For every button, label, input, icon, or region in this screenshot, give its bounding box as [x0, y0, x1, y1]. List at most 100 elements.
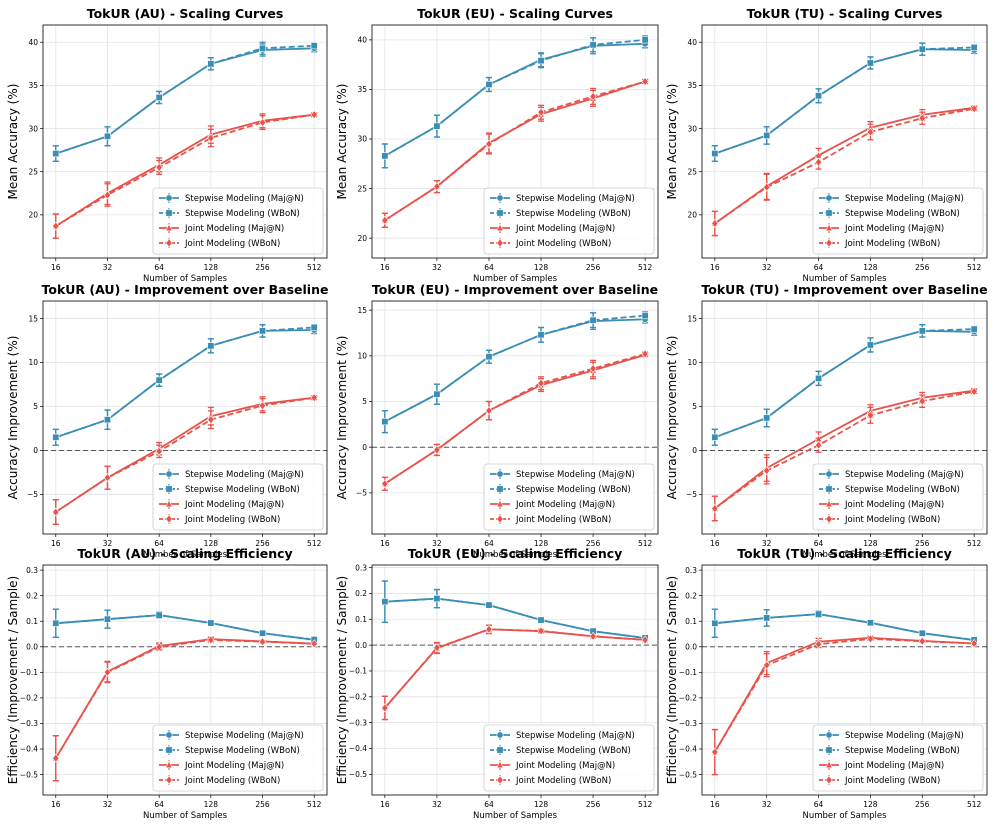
legend-marker [496, 499, 504, 508]
y-tick-label: 10 [687, 358, 697, 367]
series-line [55, 113, 315, 227]
x-tick-label: 16 [710, 263, 720, 272]
legend-frame [812, 463, 984, 531]
y-tick-label: −0.5 [20, 770, 38, 779]
y-tick-label: −0.3 [349, 718, 367, 727]
data-point [433, 445, 441, 455]
series-line [55, 326, 315, 439]
data-point [207, 133, 215, 143]
legend-label: Stepwise Modeling (WBoN) [845, 485, 960, 495]
legend-label: Joint Modeling (Maj@N) [515, 500, 615, 510]
data-point [866, 341, 874, 349]
series-line [714, 390, 975, 510]
y-tick-label: 0 [33, 446, 38, 455]
series-3 [381, 624, 649, 721]
legend-marker [825, 238, 833, 248]
y-tick-label: 15 [687, 314, 697, 323]
legend-marker [496, 775, 504, 785]
legend-marker [165, 760, 173, 769]
y-tick-label: 0 [362, 443, 367, 452]
legend-label: Stepwise Modeling (Maj@N) [185, 194, 304, 204]
series-4 [381, 349, 649, 491]
legend-marker [165, 238, 173, 248]
data-point [814, 440, 823, 450]
data-point [814, 639, 823, 649]
data-point [641, 312, 649, 320]
legend-marker [496, 238, 504, 248]
x-tick-label: 64 [814, 263, 824, 272]
legend-frame [483, 463, 655, 531]
legend-marker [496, 470, 504, 478]
series-2 [711, 324, 978, 446]
legend-marker [825, 746, 833, 754]
legend-marker [496, 223, 504, 232]
data-point [310, 110, 318, 120]
x-axis-label: Number of Samples [802, 274, 887, 284]
data-point [970, 43, 978, 51]
data-point [433, 643, 441, 653]
data-point [918, 45, 926, 53]
legend-frame [812, 724, 984, 792]
data-point [537, 616, 545, 624]
series-4 [711, 104, 978, 237]
data-point [103, 132, 111, 140]
data-point [259, 327, 267, 335]
x-tick-label: 128 [863, 539, 878, 548]
x-tick-label: 32 [432, 800, 442, 809]
x-axis-label: Number of Samples [473, 550, 558, 560]
series-line [714, 46, 975, 155]
data-point [711, 433, 719, 441]
legend: Stepwise Modeling (Maj@N) Stepwise Modeli… [812, 463, 984, 531]
data-point [918, 327, 926, 335]
series-line [55, 47, 315, 155]
data-point [711, 150, 719, 158]
data-point [537, 378, 545, 388]
series-1 [711, 324, 978, 446]
legend-marker [825, 209, 833, 217]
legend-label: Stepwise Modeling (WBoN) [516, 485, 631, 495]
legend: Stepwise Modeling (Maj@N) Stepwise Modeli… [483, 187, 655, 255]
x-tick-label: 64 [154, 263, 164, 272]
data-point [52, 619, 60, 627]
legend-label: Joint Modeling (WBoN) [844, 239, 940, 249]
legend-frame [483, 187, 655, 255]
data-point [589, 364, 597, 374]
series-4 [381, 624, 649, 721]
legend-marker [496, 746, 504, 754]
series-2 [52, 41, 318, 162]
series-line [55, 396, 315, 513]
x-axis-label: Number of Samples [802, 811, 887, 821]
data-point [259, 629, 267, 637]
legend-label: Stepwise Modeling (WBoN) [845, 746, 960, 756]
chart-panel-3: 16 32 64 128 256 512 20 25 30 35 40 TokUR (TU) - Sc… [665, 6, 988, 284]
series-line [714, 389, 975, 510]
series-line [55, 44, 315, 155]
y-tick-label: 25 [28, 167, 38, 176]
data-point [970, 104, 978, 114]
chart-title: TokUR (TU) - Improvement over Baseline [701, 282, 987, 297]
legend-label: Stepwise Modeling (Maj@N) [845, 470, 964, 480]
x-tick-label: 32 [762, 539, 772, 548]
series-line [384, 39, 646, 157]
data-point [641, 349, 649, 359]
chart-panel-7: 16 32 64 128 256 512 −0.5 −0.4 −0.3 −0.2 −0.1 0.0 0.… [6, 546, 328, 821]
y-tick-label: −0.4 [679, 745, 697, 754]
x-tick-label: 64 [484, 800, 494, 809]
data-point [641, 635, 649, 645]
data-point [589, 631, 597, 641]
data-point [970, 325, 978, 333]
legend-label: Joint Modeling (WBoN) [184, 515, 280, 525]
legend-marker [825, 223, 833, 232]
x-tick-label: 256 [255, 800, 270, 809]
legend-marker [165, 209, 173, 217]
x-axis-label: Number of Samples [473, 811, 558, 821]
series-2 [711, 42, 978, 162]
y-axis-label: Accuracy Improvement (%) [665, 336, 679, 500]
series-4 [711, 634, 978, 776]
y-tick-label: 5 [33, 402, 38, 411]
chart-panel-8: 16 32 64 128 256 512 −0.5 −0.4 −0.3 −0.2 −0.1 0.0 0.… [335, 546, 659, 821]
legend-marker [165, 470, 173, 478]
series-4 [52, 393, 318, 525]
x-tick-label: 256 [586, 263, 601, 272]
